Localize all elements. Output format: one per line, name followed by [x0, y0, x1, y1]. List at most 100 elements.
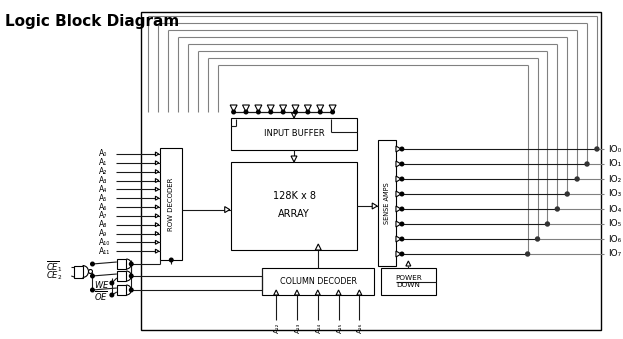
Circle shape: [88, 270, 92, 274]
Circle shape: [91, 288, 94, 292]
Text: IO₂: IO₂: [608, 175, 621, 183]
Polygon shape: [329, 105, 336, 112]
Polygon shape: [155, 187, 159, 191]
Circle shape: [400, 192, 404, 196]
Polygon shape: [155, 223, 159, 227]
Text: $\overline{OE}$: $\overline{OE}$: [94, 289, 108, 303]
Circle shape: [130, 288, 133, 292]
Bar: [231, 162, 358, 250]
Text: A₂: A₂: [99, 167, 107, 176]
Polygon shape: [315, 244, 321, 250]
Polygon shape: [295, 290, 300, 295]
Circle shape: [585, 162, 589, 166]
Circle shape: [130, 274, 133, 278]
Circle shape: [536, 237, 540, 241]
Circle shape: [400, 207, 404, 211]
Bar: [117, 271, 126, 281]
Polygon shape: [315, 290, 320, 295]
Polygon shape: [155, 240, 159, 244]
Polygon shape: [292, 105, 299, 112]
Bar: [117, 285, 126, 295]
Circle shape: [318, 110, 322, 114]
Text: A₅: A₅: [99, 194, 107, 203]
Polygon shape: [155, 205, 159, 209]
Circle shape: [400, 237, 404, 241]
Circle shape: [331, 110, 335, 114]
Circle shape: [232, 110, 235, 114]
Text: $WE$: $WE$: [94, 279, 110, 290]
Polygon shape: [396, 176, 401, 182]
Polygon shape: [155, 232, 159, 236]
Polygon shape: [396, 191, 401, 197]
Bar: [160, 148, 182, 260]
Polygon shape: [267, 105, 274, 112]
Text: A₁₀: A₁₀: [99, 238, 110, 247]
Circle shape: [269, 110, 272, 114]
Polygon shape: [292, 113, 297, 118]
Text: A₁₃: A₁₃: [295, 323, 301, 333]
Text: A₁: A₁: [99, 158, 107, 167]
Text: A₃: A₃: [99, 176, 107, 185]
Circle shape: [595, 147, 599, 151]
Polygon shape: [155, 196, 159, 200]
Text: A₆: A₆: [99, 202, 107, 212]
Bar: [231, 118, 358, 150]
Text: $CE_2$: $CE_2$: [45, 270, 62, 282]
Bar: [381, 268, 435, 295]
Text: IO₄: IO₄: [608, 204, 621, 214]
Polygon shape: [155, 161, 159, 165]
Text: A₀: A₀: [99, 149, 107, 159]
Text: IO₀: IO₀: [608, 144, 621, 154]
Text: A₁₆: A₁₆: [358, 323, 363, 333]
Polygon shape: [396, 251, 401, 257]
Circle shape: [110, 281, 113, 285]
Circle shape: [110, 293, 113, 297]
Text: A₁₅: A₁₅: [336, 323, 343, 333]
Circle shape: [244, 110, 248, 114]
Bar: [378, 140, 396, 266]
Circle shape: [91, 274, 94, 278]
Circle shape: [565, 192, 569, 196]
Bar: [74, 265, 83, 278]
Polygon shape: [255, 105, 262, 112]
Circle shape: [400, 222, 404, 226]
Polygon shape: [230, 105, 237, 112]
Polygon shape: [155, 152, 159, 156]
Bar: [141, 12, 601, 330]
Bar: [262, 268, 374, 295]
Text: A₄: A₄: [99, 185, 107, 194]
Circle shape: [293, 110, 297, 114]
Text: A₁₁: A₁₁: [99, 247, 110, 256]
Polygon shape: [155, 170, 159, 174]
Polygon shape: [155, 249, 159, 253]
Circle shape: [400, 252, 404, 256]
Circle shape: [130, 262, 133, 266]
Polygon shape: [396, 161, 401, 167]
Polygon shape: [396, 146, 401, 152]
Text: IO₃: IO₃: [608, 190, 621, 199]
Text: POWER
DOWN: POWER DOWN: [395, 275, 422, 288]
Polygon shape: [225, 206, 230, 213]
Text: IO₆: IO₆: [608, 235, 621, 243]
Circle shape: [400, 177, 404, 181]
Circle shape: [257, 110, 260, 114]
Polygon shape: [396, 221, 401, 227]
Polygon shape: [155, 214, 159, 218]
Text: $\overline{CE}_1$: $\overline{CE}_1$: [45, 260, 62, 274]
Circle shape: [555, 207, 559, 211]
Text: COLUMN DECODER: COLUMN DECODER: [280, 277, 357, 286]
Polygon shape: [396, 206, 401, 212]
Polygon shape: [291, 156, 297, 162]
Text: A₁₂: A₁₂: [274, 323, 280, 333]
Bar: [117, 259, 126, 269]
Text: IO₁: IO₁: [608, 160, 621, 168]
Circle shape: [306, 110, 310, 114]
Circle shape: [575, 177, 579, 181]
Text: IO₅: IO₅: [608, 219, 621, 228]
Polygon shape: [273, 290, 278, 295]
Polygon shape: [316, 105, 324, 112]
Text: IO₇: IO₇: [608, 250, 621, 259]
Circle shape: [546, 222, 549, 226]
Polygon shape: [336, 290, 341, 295]
Text: A₇: A₇: [99, 211, 107, 220]
